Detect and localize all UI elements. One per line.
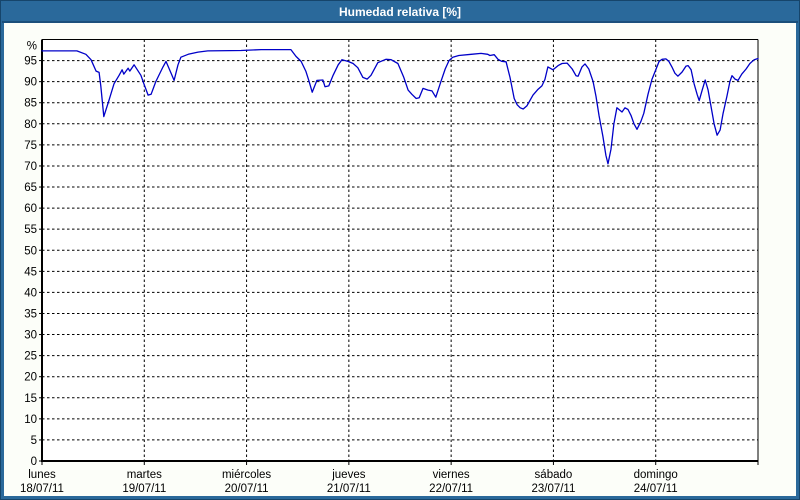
svg-text:15: 15 [24,393,37,405]
svg-text:22/07/11: 22/07/11 [429,483,473,495]
gridlines [42,39,758,461]
svg-text:10: 10 [24,414,37,426]
svg-text:19/07/11: 19/07/11 [122,483,166,495]
plot-border [41,39,759,462]
x-axis-labels: lunes 18/07/11 martes 19/07/11 miércoles 20/0… [20,469,678,495]
svg-text:20/07/11: 20/07/11 [225,483,269,495]
svg-text:70: 70 [24,161,37,173]
svg-text:miércoles: miércoles [222,469,271,481]
axis-ticks [39,60,759,465]
svg-text:85: 85 [24,98,37,110]
svg-text:50: 50 [24,245,37,257]
svg-text:5: 5 [31,435,37,447]
svg-text:sábado: sábado [535,469,573,481]
chart-title-bar: Humedad relativa [%] [2,2,798,23]
svg-text:95: 95 [24,56,37,68]
svg-text:martes: martes [127,469,162,481]
y-axis-labels: 0 5 10 15 20 25 30 35 40 45 50 55 60 65 70 75 80 85 90 95 [24,56,37,468]
humidity-series-line [41,48,759,165]
svg-text:jueves: jueves [331,469,365,481]
svg-text:21/07/11: 21/07/11 [327,483,371,495]
svg-text:25: 25 [24,351,37,363]
svg-text:30: 30 [24,330,37,342]
svg-text:55: 55 [24,224,37,236]
svg-text:lunes: lunes [28,469,56,481]
svg-text:20: 20 [24,372,37,384]
svg-text:35: 35 [24,308,37,320]
svg-text:0: 0 [31,456,37,468]
svg-text:45: 45 [24,266,37,278]
svg-text:65: 65 [24,182,37,194]
svg-text:viernes: viernes [433,469,470,481]
svg-text:domingo: domingo [634,469,678,481]
svg-text:90: 90 [24,77,37,89]
svg-text:80: 80 [24,119,37,131]
svg-text:40: 40 [24,287,37,299]
chart-title: Humedad relativa [%] [338,4,462,19]
svg-text:23/07/11: 23/07/11 [531,483,575,495]
y-unit-label: % [27,41,37,53]
svg-text:18/07/11: 18/07/11 [20,483,64,495]
svg-text:60: 60 [24,203,37,215]
plot-area [42,39,758,461]
svg-text:75: 75 [24,140,37,152]
svg-text:24/07/11: 24/07/11 [634,483,678,495]
